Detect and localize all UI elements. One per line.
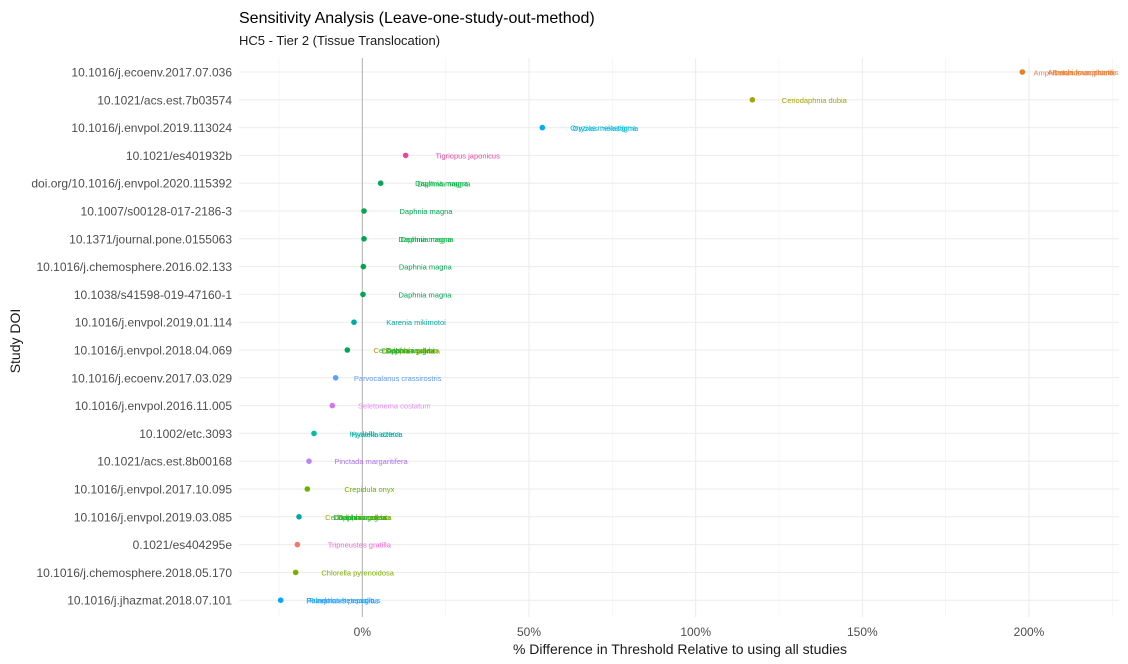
- data-points: [277, 69, 1026, 603]
- species-label: Ceriodaphnia dubia: [325, 513, 391, 522]
- data-point: [361, 236, 367, 242]
- species-label: Daphnia magna: [415, 179, 469, 188]
- species-label: Daphnia galeata: [385, 346, 440, 355]
- species-label: Amphibalanus amphitrite: [1033, 68, 1116, 77]
- y-tick-label: 10.1021/acs.est.8b00168: [97, 455, 232, 469]
- x-tick-label: 200%: [1014, 625, 1045, 639]
- data-point: [306, 458, 312, 465]
- y-tick-label: 10.1021/es401932b: [126, 149, 232, 163]
- grid-major: [239, 58, 1119, 617]
- species-label: Parvocalanus crassirostris: [354, 374, 442, 383]
- data-point: [329, 402, 336, 409]
- y-tick-label: 10.1016/j.envpol.2019.01.114: [75, 316, 233, 330]
- y-tick-label: 10.1007/s00128-017-2186-3: [81, 205, 233, 219]
- x-tick-label: 100%: [680, 625, 711, 639]
- y-tick-label: 10.1016/j.ecoenv.2017.07.036: [71, 66, 232, 80]
- species-label: Karenia mikimotoi: [386, 318, 446, 327]
- x-tick-label: 50%: [517, 625, 541, 639]
- species-label: Daphnia magna: [401, 235, 455, 244]
- y-tick-label: 10.1038/s41598-019-47160-1: [74, 288, 232, 302]
- species-label: Crepidula onyx: [344, 485, 394, 494]
- x-tick-labels: 0% 50% 100% 150% 200%: [354, 625, 1045, 639]
- y-tick-label: 0.1021/es404295e: [133, 538, 233, 552]
- species-label: Pimephales promelas: [307, 597, 379, 606]
- data-point: [402, 152, 409, 159]
- data-point: [277, 597, 284, 603]
- y-tick-label: 10.1016/j.envpol.2016.11.005: [75, 399, 233, 413]
- species-label: Daphnia magna: [399, 290, 453, 299]
- data-point: [344, 347, 351, 353]
- data-point: [361, 208, 367, 214]
- y-tick-label: doi.org/10.1016/j.envpol.2020.115392: [31, 177, 232, 191]
- species-label: Daphnia pulex: [338, 513, 386, 522]
- species-label: Oryzias melastigma: [570, 124, 637, 133]
- y-tick-label: 10.1016/j.envpol.2018.04.069: [74, 344, 232, 358]
- species-label: Daphnia magna: [333, 513, 387, 522]
- species-label: Tripneustes gratilla: [328, 541, 392, 550]
- species-label: Daphnia magna: [400, 207, 454, 216]
- species-label: Daphnia magna: [417, 180, 471, 189]
- species-label: Daphnia galeata: [337, 513, 392, 522]
- species-label: Hyalella azteca: [352, 430, 404, 439]
- species-label: Daphnia magna: [398, 235, 452, 244]
- species-label: Ceriodaphnia dubia: [782, 96, 848, 105]
- y-tick-label: 10.1016/j.jhazmat.2018.07.101: [67, 594, 232, 608]
- data-point: [292, 569, 299, 576]
- species-label: Chlorella pyrenoidosa: [321, 568, 394, 577]
- species-label: Seletonema costatum: [358, 402, 431, 411]
- species-label: Ceriodaphnia dubia: [374, 346, 440, 355]
- species-label: Daphnia magna: [399, 263, 453, 272]
- grid-minor: [278, 58, 1113, 617]
- species-label: Pinctada margaritifera: [334, 457, 408, 466]
- data-point: [1019, 69, 1026, 75]
- y-tick-label: 10.1016/j.envpol.2019.03.085: [74, 510, 232, 524]
- species-label: Hyalella azteca: [349, 429, 401, 438]
- x-tick-label: 0%: [354, 625, 372, 639]
- y-tick-label: 10.1021/acs.est.7b03574: [97, 93, 232, 107]
- chart-title: Sensitivity Analysis (Leave-one-study-ou…: [239, 10, 595, 27]
- y-tick-label: 10.1016/j.ecoenv.2017.03.029: [71, 371, 232, 385]
- data-point: [377, 180, 384, 186]
- x-axis-title: % Difference in Threshold Relative to us…: [513, 641, 847, 657]
- y-tick-label: 10.1016/j.envpol.2017.10.095: [74, 483, 232, 497]
- data-point: [296, 514, 302, 520]
- y-tick-label: 10.1016/j.chemosphere.2016.02.133: [37, 260, 233, 274]
- y-tick-label: 10.1371/journal.pone.0155063: [69, 232, 232, 246]
- data-point: [311, 430, 317, 437]
- data-point: [332, 375, 339, 381]
- species-label: Palaemonetes pugio: [306, 596, 374, 605]
- species-label: Artemia franciscana: [1048, 68, 1115, 77]
- species-label: Daphnia pulex: [386, 346, 434, 355]
- data-point: [360, 291, 366, 298]
- species-label: Daphnia magna: [382, 346, 436, 355]
- species-label: Fundulus heteroclitus: [309, 596, 381, 605]
- data-point: [351, 319, 357, 326]
- data-point: [360, 263, 367, 270]
- species-label: Tigriopus japonicus: [435, 151, 500, 160]
- y-tick-label: 10.1016/j.envpol.2019.113024: [71, 121, 232, 135]
- data-point: [749, 97, 756, 103]
- y-tick-label: 10.1002/etc.3093: [139, 427, 232, 441]
- species-label: Brachionus plicatilis: [1052, 68, 1118, 77]
- data-point: [294, 541, 301, 548]
- y-axis-title: Study DOI: [7, 309, 23, 374]
- y-tick-labels: 10.1016/j.ecoenv.2017.07.036 10.1021/acs.…: [31, 66, 232, 608]
- data-point: [304, 486, 311, 492]
- chart-subtitle: HC5 - Tier 2 (Tissue Translocation): [239, 33, 440, 48]
- species-label: Oryzias melastigma: [573, 124, 640, 133]
- data-point: [539, 124, 546, 131]
- y-tick-label: 10.1016/j.chemosphere.2018.05.170: [37, 566, 233, 580]
- x-tick-label: 150%: [847, 625, 878, 639]
